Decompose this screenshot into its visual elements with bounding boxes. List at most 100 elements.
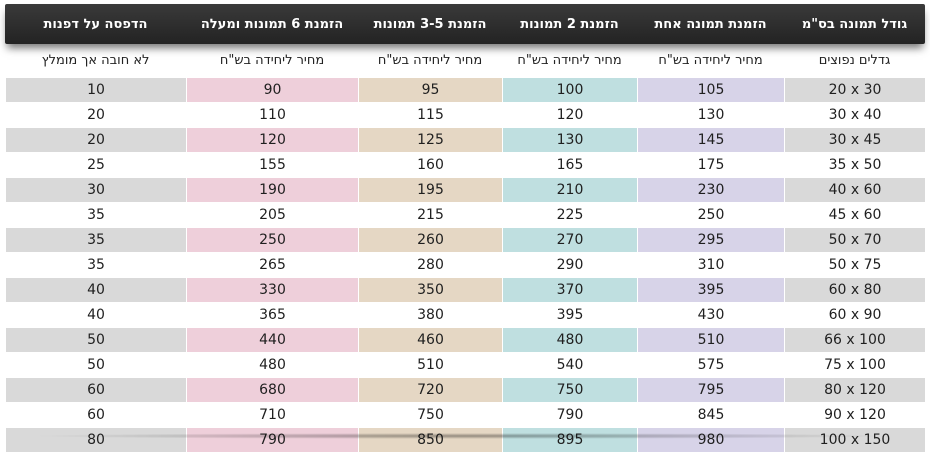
side-printing-price: 35	[5, 228, 186, 252]
size-cell: 50 x 75	[784, 253, 925, 277]
two-photos-price: 750	[502, 378, 637, 402]
six-plus-photos-price: 790	[186, 428, 358, 452]
two-photos-price: 210	[502, 178, 637, 202]
six-plus-photos-price: 365	[186, 303, 358, 327]
six-plus-photos-price: 190	[186, 178, 358, 202]
subheader-unit-price: מחיר ליחידה בש"ח	[219, 53, 325, 68]
table-row: 20 x 30 105 100 95 90 10	[5, 77, 925, 102]
one-photo-price: 845	[637, 403, 784, 427]
two-photos-price: 790	[502, 403, 637, 427]
six-plus-photos-price: 330	[186, 278, 358, 302]
size-cell: 50 x 70	[784, 228, 925, 252]
size-cell: 30 x 45	[784, 128, 925, 152]
six-plus-photos-price: 120	[186, 128, 358, 152]
subheader-unit-price: מחיר ליחידה בש"ח	[517, 53, 622, 68]
table-row: 100 x 150 980 895 850 790 80	[5, 427, 925, 452]
side-printing-price: 50	[5, 328, 186, 352]
two-photos-price: 370	[502, 278, 637, 302]
two-photos-price: 100	[502, 78, 637, 102]
header-six-plus-photos: הזמנת 6 תמונות ומעלה	[200, 16, 344, 32]
table-row: 75 x 100 575 540 510 480 50	[5, 352, 925, 377]
one-photo-price: 295	[637, 228, 784, 252]
two-photos-price: 480	[502, 328, 637, 352]
three-five-photos-price: 510	[358, 353, 502, 377]
size-cell: 75 x 100	[784, 353, 925, 377]
six-plus-photos-price: 265	[186, 253, 358, 277]
six-plus-photos-price: 680	[186, 378, 358, 402]
side-printing-price: 30	[5, 178, 186, 202]
three-five-photos-price: 460	[358, 328, 502, 352]
table-body: 20 x 30 105 100 95 90 10 30 x 40 130 120 115 110 20…	[5, 77, 925, 452]
two-photos-price: 225	[502, 203, 637, 227]
two-photos-price: 130	[502, 128, 637, 152]
side-printing-price: 60	[5, 403, 186, 427]
six-plus-photos-price: 155	[186, 153, 358, 177]
six-plus-photos-price: 110	[186, 103, 358, 127]
six-plus-photos-price: 710	[186, 403, 358, 427]
table-row: 60 x 90 430 395 380 365 40	[5, 302, 925, 327]
three-five-photos-price: 350	[358, 278, 502, 302]
size-cell: 45 x 60	[784, 203, 925, 227]
side-printing-price: 40	[5, 303, 186, 327]
one-photo-price: 575	[637, 353, 784, 377]
side-printing-price: 60	[5, 378, 186, 402]
size-cell: 66 x 100	[784, 328, 925, 352]
table-row: 50 x 70 295 270 260 250 35	[5, 227, 925, 252]
table-row: 90 x 120 845 790 750 710 60	[5, 402, 925, 427]
header-one-photo: הזמנת תמונה אחת	[654, 16, 767, 32]
table-row: 30 x 40 130 120 115 110 20	[5, 102, 925, 127]
size-cell: 30 x 40	[784, 103, 925, 127]
side-printing-price: 20	[5, 103, 186, 127]
table-row: 30 x 45 145 130 125 120 20	[5, 127, 925, 152]
size-cell: 60 x 80	[784, 278, 925, 302]
table-shadow	[30, 433, 900, 439]
table-row: 40 x 60 230 210 195 190 30	[5, 177, 925, 202]
three-five-photos-price: 195	[358, 178, 502, 202]
side-printing-price: 80	[5, 428, 186, 452]
three-five-photos-price: 115	[358, 103, 502, 127]
three-five-photos-price: 850	[358, 428, 502, 452]
two-photos-price: 395	[502, 303, 637, 327]
side-printing-price: 40	[5, 278, 186, 302]
one-photo-price: 105	[637, 78, 784, 102]
six-plus-photos-price: 440	[186, 328, 358, 352]
three-five-photos-price: 260	[358, 228, 502, 252]
one-photo-price: 795	[637, 378, 784, 402]
subheader-unit-price: מחיר ליחידה בש"ח	[658, 53, 763, 68]
one-photo-price: 145	[637, 128, 784, 152]
three-five-photos-price: 160	[358, 153, 502, 177]
table-row: 45 x 60 250 225 215 205 35	[5, 202, 925, 227]
side-printing-price: 25	[5, 153, 186, 177]
table-row: 35 x 50 175 165 160 155 25	[5, 152, 925, 177]
three-five-photos-price: 215	[358, 203, 502, 227]
size-cell: 20 x 30	[784, 78, 925, 102]
three-five-photos-price: 280	[358, 253, 502, 277]
table-row: 60 x 80 395 370 350 330 40	[5, 277, 925, 302]
one-photo-price: 510	[637, 328, 784, 352]
one-photo-price: 175	[637, 153, 784, 177]
one-photo-price: 230	[637, 178, 784, 202]
header-size: גודל תמונה בס"מ	[801, 16, 908, 32]
subheader-unit-price: מחיר ליחידה בש"ח	[377, 53, 483, 68]
table-row: 80 x 120 795 750 720 680 60	[5, 377, 925, 402]
subheader-common-sizes: גדלים נפוצים	[818, 53, 891, 68]
table-header: גודל תמונה בס"מ הזמנת תמונה אחת הזמנת 2 …	[5, 4, 925, 44]
two-photos-price: 270	[502, 228, 637, 252]
header-side-printing: הדפסה על דפנות	[43, 16, 148, 32]
table-row: 50 x 75 310 290 280 265 35	[5, 252, 925, 277]
size-cell: 35 x 50	[784, 153, 925, 177]
three-five-photos-price: 380	[358, 303, 502, 327]
three-five-photos-price: 125	[358, 128, 502, 152]
table-subheader: גדלים נפוצים מחיר ליחידה בש"ח מחיר ליחיד…	[5, 44, 925, 77]
two-photos-price: 120	[502, 103, 637, 127]
header-two-photos: הזמנת 2 תמונות	[520, 16, 619, 32]
one-photo-price: 310	[637, 253, 784, 277]
three-five-photos-price: 95	[358, 78, 502, 102]
price-table: גודל תמונה בס"מ הזמנת תמונה אחת הזמנת 2 …	[5, 4, 925, 452]
table-row: 66 x 100 510 480 460 440 50	[5, 327, 925, 352]
side-printing-price: 20	[5, 128, 186, 152]
size-cell: 40 x 60	[784, 178, 925, 202]
side-printing-price: 35	[5, 203, 186, 227]
six-plus-photos-price: 480	[186, 353, 358, 377]
size-cell: 100 x 150	[784, 428, 925, 452]
